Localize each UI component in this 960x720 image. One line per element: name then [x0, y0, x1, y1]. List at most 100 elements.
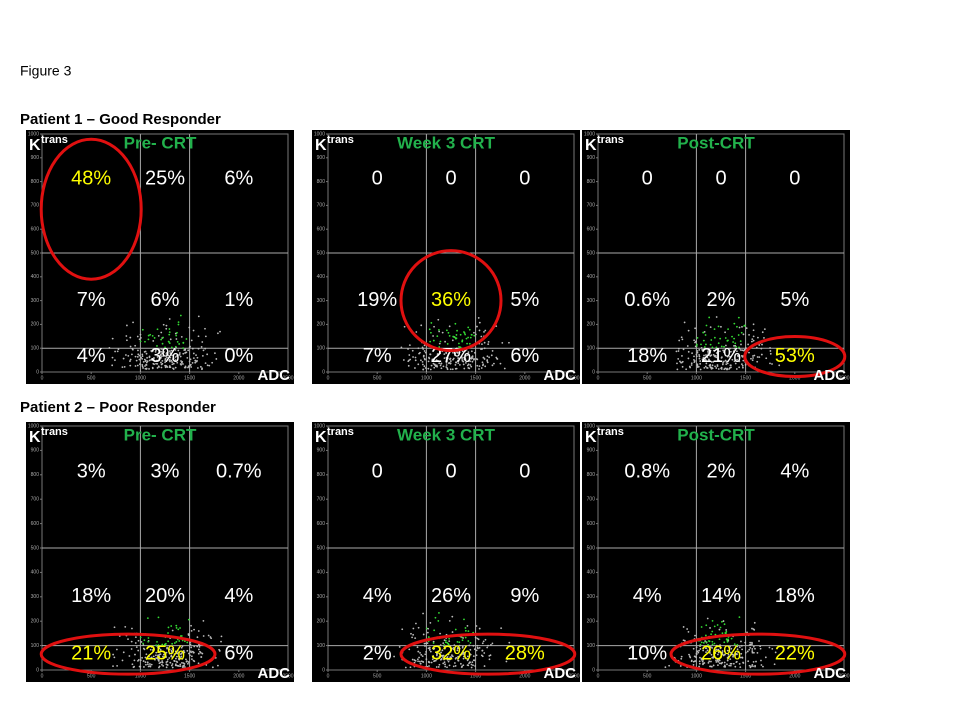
- scatter-dot: [488, 356, 491, 359]
- scatter-dot: [737, 651, 740, 654]
- cell-value: 4%: [77, 345, 106, 367]
- scatter-dot: [718, 359, 721, 362]
- scatter-dot: [172, 368, 175, 370]
- scatter-dot: [764, 656, 767, 659]
- scatter-dot: [470, 663, 473, 666]
- scatter-dot: [142, 642, 145, 645]
- scatter-dot: [454, 322, 457, 325]
- scatter-dot: [192, 329, 195, 332]
- y-tick-label: 0: [322, 369, 325, 375]
- scatter-dot: [159, 653, 162, 655]
- scatter-dot: [501, 342, 504, 344]
- scatter-dot: [462, 664, 465, 667]
- scatter-dot: [217, 332, 219, 335]
- y-tick-label: 900: [587, 448, 596, 454]
- scatter-dot: [190, 624, 192, 627]
- scatter-dot: [124, 625, 127, 628]
- scatter-dot: [194, 359, 197, 362]
- scatter-dot: [416, 658, 419, 661]
- scatter-dot: [154, 654, 157, 657]
- scatter-dot: [703, 354, 705, 357]
- scatter-dot: [218, 648, 221, 651]
- scatter-dot: [476, 325, 478, 328]
- scatter-dot: [697, 365, 700, 368]
- scatter-dot: [702, 356, 705, 359]
- scatter-dot: [147, 338, 150, 341]
- scatter-dot: [125, 354, 127, 356]
- scatter-dot: [733, 344, 735, 347]
- cell-value: 0: [642, 168, 653, 190]
- scatter-dot: [174, 356, 177, 358]
- scatter-dot: [174, 348, 177, 351]
- scatter-dot: [446, 343, 449, 345]
- scatter-dot: [155, 644, 157, 647]
- scatter-dot: [735, 368, 738, 370]
- cell-value: 0: [445, 461, 456, 483]
- scatter-dot: [154, 350, 157, 353]
- scatter-dot: [704, 640, 707, 642]
- x-axis-label: ADC: [258, 367, 291, 384]
- scatter-dot: [171, 354, 173, 357]
- scatter-dot: [450, 654, 453, 657]
- scatter-dot: [483, 331, 485, 333]
- scatter-dot: [476, 637, 479, 640]
- scatter-dot: [693, 655, 696, 658]
- panel-title: Pre- CRT: [124, 133, 197, 152]
- scatter-dot: [219, 330, 221, 333]
- scatter-dot: [730, 637, 733, 640]
- scatter-dot: [758, 356, 761, 359]
- cell-value: 32%: [431, 642, 471, 664]
- scatter-dot: [467, 367, 470, 369]
- scatter-dot: [432, 362, 435, 365]
- scatter-dot: [142, 660, 145, 662]
- scatter-dot: [458, 363, 461, 366]
- scatter-dot: [706, 356, 709, 359]
- y-tick-label: 100: [31, 346, 40, 352]
- scatter-dot: [167, 340, 170, 343]
- scatter-dot: [154, 349, 157, 352]
- scatter-dot: [474, 333, 477, 336]
- scatter-dot: [451, 368, 454, 371]
- scatter-dot: [704, 365, 707, 368]
- scatter-dot: [774, 651, 777, 654]
- scatter-dot: [202, 635, 205, 637]
- scatter-dot: [760, 347, 763, 350]
- scatter-dot: [718, 628, 721, 631]
- scatter-dot: [134, 344, 137, 347]
- scatter-dot: [171, 361, 174, 364]
- scatter-dot: [165, 661, 168, 663]
- scatter-dot: [197, 662, 200, 665]
- scatter-dot: [411, 349, 414, 352]
- scatter-dot: [712, 655, 715, 658]
- scatter-dot: [446, 656, 449, 658]
- scatter-dot: [125, 335, 128, 337]
- scatter-dot: [718, 650, 721, 652]
- scatter-dot: [714, 652, 717, 654]
- figure-label: Figure 3: [20, 63, 72, 79]
- scatter-dot: [144, 359, 147, 362]
- scatter-dot: [171, 647, 174, 650]
- scatter-dot: [709, 627, 711, 629]
- scatter-dot: [469, 360, 471, 363]
- scatter-dot: [192, 352, 195, 355]
- scatter-dot: [180, 335, 183, 338]
- scatter-dot: [188, 360, 191, 363]
- y-tick-label: 400: [317, 570, 326, 576]
- scatter-dot: [135, 359, 138, 362]
- scatter-dot: [730, 647, 733, 650]
- scatter-dot: [414, 359, 417, 362]
- cell-value: 6%: [224, 642, 253, 664]
- scatter-dot: [722, 349, 725, 352]
- scatter-dot: [206, 353, 209, 356]
- scatter-dot: [182, 665, 185, 667]
- scatter-dot: [433, 366, 436, 369]
- x-tick-label: 1500: [470, 375, 481, 381]
- y-tick-label: 100: [317, 346, 326, 352]
- scatter-dot: [168, 350, 171, 353]
- scatter-dot: [197, 315, 200, 318]
- scatter-dot: [436, 653, 438, 656]
- scatter-dot: [751, 650, 754, 652]
- scatter-dot: [708, 650, 711, 653]
- scatter-dot: [730, 364, 732, 367]
- scatter-dot: [420, 324, 423, 327]
